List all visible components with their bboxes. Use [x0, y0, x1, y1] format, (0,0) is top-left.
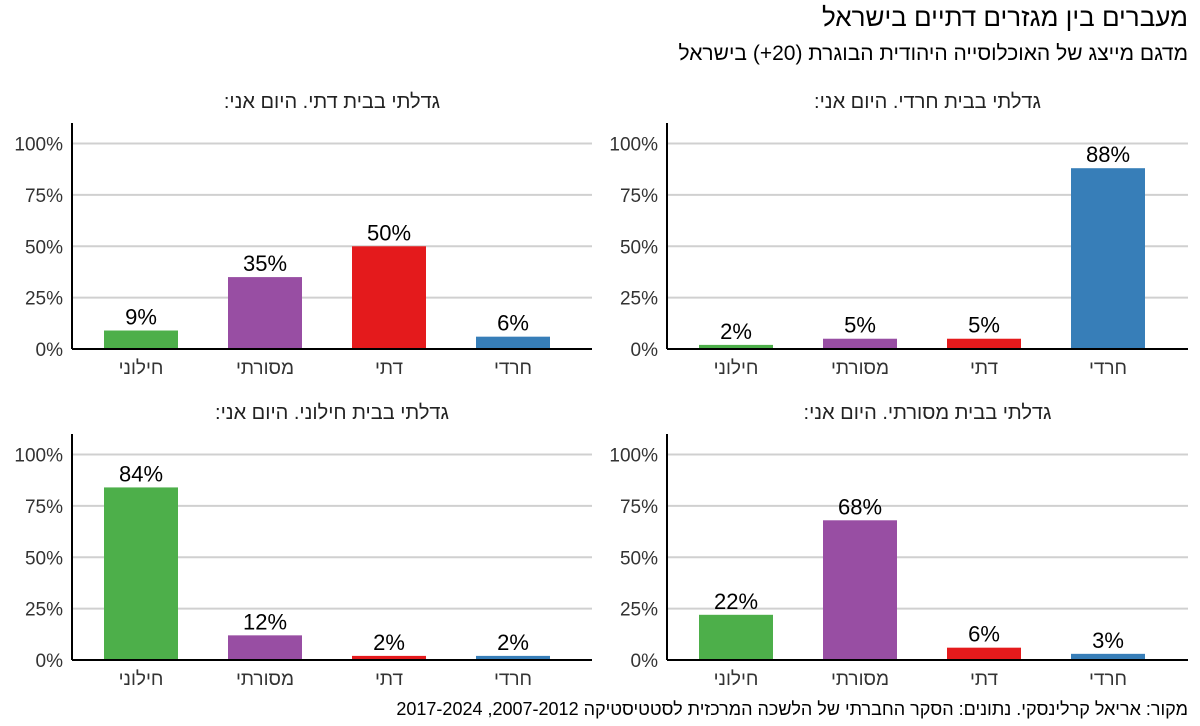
data-label: 68%: [838, 494, 882, 519]
y-tick-label: 50%: [620, 237, 658, 258]
data-label: 84%: [119, 461, 163, 486]
y-tick-label: 0%: [631, 340, 659, 361]
y-tick-label: 0%: [36, 340, 64, 361]
bar-traditional: [823, 338, 897, 349]
y-tick-label: 0%: [36, 651, 64, 672]
data-label: 2%: [720, 319, 752, 344]
y-tick-label: 50%: [620, 548, 658, 569]
x-tick-label: חרדי: [1089, 358, 1127, 379]
bar-secular: [104, 330, 178, 349]
data-label: 22%: [714, 589, 758, 614]
chart-panel-1: גדלתי בבית חרדי. היום אני: 0% 25% 50% 75% 100…: [609, 91, 1188, 379]
data-label: 6%: [497, 311, 529, 336]
bar-traditional: [823, 520, 897, 660]
y-tick-label: 100%: [14, 135, 63, 156]
bar-religious: [947, 647, 1021, 660]
data-label: 5%: [968, 313, 1000, 338]
y-tick-label: 50%: [25, 548, 63, 569]
panel-title: גדלתי בבית מסורתי. היום אני:: [804, 402, 1052, 424]
bar-religious: [352, 655, 426, 660]
x-tick-label: חרדי: [1089, 669, 1127, 690]
data-label: 6%: [968, 622, 1000, 647]
x-tick-label: מסורתי: [236, 358, 294, 379]
data-label: 9%: [125, 305, 157, 330]
x-tick-label: מסורתי: [831, 669, 889, 690]
x-tick-label: חרדי: [494, 669, 532, 690]
y-tick-label: 75%: [620, 497, 658, 518]
source-note: מקור: אריאל קרלינסקי. נתונים: הסקר החברת…: [396, 699, 1188, 719]
y-tick-label: 100%: [14, 446, 63, 467]
x-tick-label: חרדי: [494, 358, 532, 379]
data-label: 50%: [367, 220, 411, 245]
panel-title: גדלתי בבית חרדי. היום אני:: [814, 91, 1041, 113]
y-tick-label: 0%: [631, 651, 659, 672]
chart-panel-4: גדלתי בבית חילוני. היום אני: 0% 25% 50% 75% 1…: [14, 402, 592, 690]
chart-subtitle: מדגם מייצג של האוכלוסייה היהודית הבוגרת …: [678, 42, 1188, 65]
bar-religious: [947, 338, 1021, 349]
chart-panel-2: גדלתי בבית דתי. היום אני: 0% 25% 50% 75% 100%…: [14, 91, 592, 379]
y-tick-label: 100%: [609, 446, 658, 467]
bar-traditional: [228, 277, 302, 349]
bar-traditional: [228, 635, 302, 660]
data-label: 2%: [373, 630, 405, 655]
panel-title: גדלתי בבית דתי. היום אני:: [224, 91, 440, 113]
x-tick-label: דתי: [375, 358, 403, 379]
data-label: 5%: [844, 313, 876, 338]
x-tick-label: מסורתי: [831, 358, 889, 379]
data-label: 35%: [243, 251, 287, 276]
bar-secular: [699, 614, 773, 660]
x-tick-label: חילוני: [119, 358, 164, 379]
y-tick-label: 50%: [25, 237, 63, 258]
x-tick-label: דתי: [970, 358, 998, 379]
data-label: 2%: [497, 630, 529, 655]
y-tick-label: 25%: [620, 600, 658, 621]
x-tick-label: מסורתי: [236, 669, 294, 690]
data-label: 3%: [1092, 628, 1124, 653]
y-tick-label: 25%: [620, 289, 658, 310]
chart-title: מעברים בין מגזרים דתיים בישראל: [822, 2, 1188, 32]
y-tick-label: 100%: [609, 135, 658, 156]
x-tick-label: דתי: [970, 669, 998, 690]
data-label: 88%: [1086, 142, 1130, 167]
chart-panel-3: גדלתי בבית מסורתי. היום אני: 0% 25% 50% 75% 1…: [609, 402, 1188, 690]
x-tick-label: חילוני: [119, 669, 164, 690]
y-tick-label: 75%: [620, 186, 658, 207]
y-tick-label: 25%: [25, 289, 63, 310]
bar-haredi: [1071, 168, 1145, 349]
bar-secular: [699, 344, 773, 349]
data-label: 12%: [243, 609, 287, 634]
y-tick-label: 75%: [25, 497, 63, 518]
bar-religious: [352, 246, 426, 349]
bar-haredi: [1071, 653, 1145, 660]
bar-haredi: [476, 336, 550, 349]
panel-title: גדלתי בבית חילוני. היום אני:: [215, 402, 449, 424]
x-tick-label: חילוני: [714, 358, 759, 379]
y-tick-label: 75%: [25, 186, 63, 207]
x-tick-label: חילוני: [714, 669, 759, 690]
bar-secular: [104, 487, 178, 660]
bar-haredi: [476, 655, 550, 660]
x-tick-label: דתי: [375, 669, 403, 690]
y-tick-label: 25%: [25, 600, 63, 621]
